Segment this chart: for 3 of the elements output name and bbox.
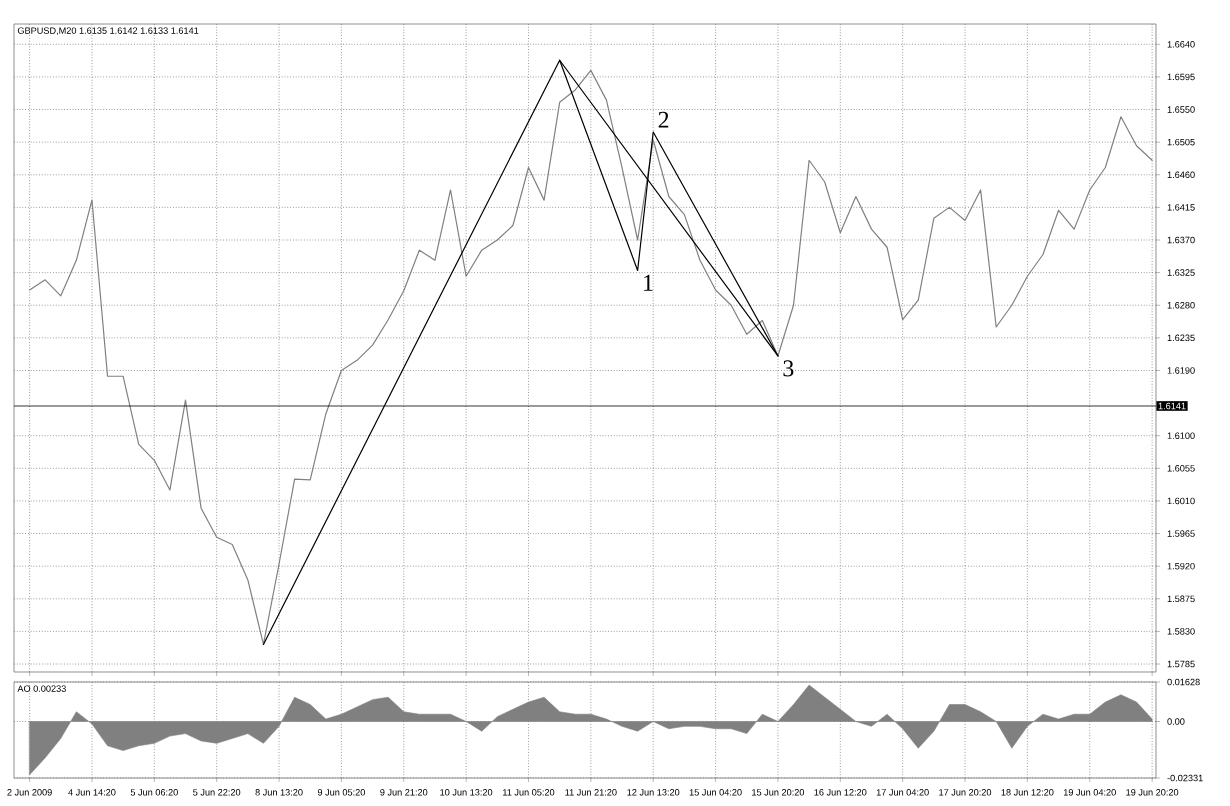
annotation: 3 [783,360,794,377]
annotation: 2 [658,111,669,128]
annotation: 1 [644,274,653,291]
